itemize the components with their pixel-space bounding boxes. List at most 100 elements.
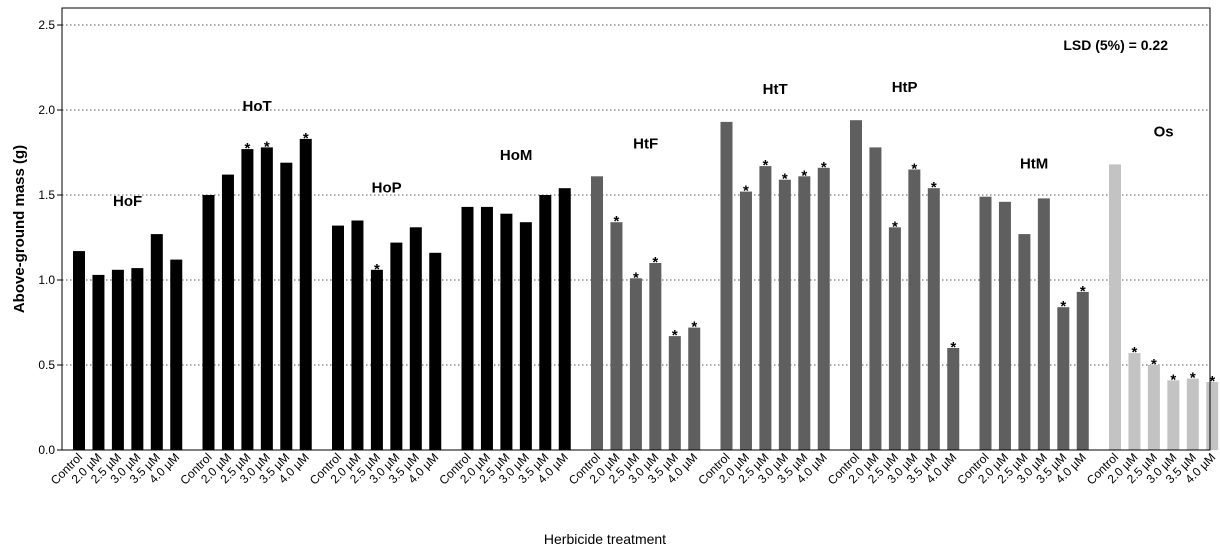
bar xyxy=(111,269,124,450)
bar xyxy=(73,251,85,450)
bar xyxy=(778,179,791,450)
significance-marker: * xyxy=(1190,370,1196,387)
bar xyxy=(558,188,571,450)
bar xyxy=(998,201,1011,450)
bar xyxy=(869,147,882,450)
significance-marker: * xyxy=(1080,283,1086,300)
bar xyxy=(720,121,733,451)
significance-marker: * xyxy=(892,218,898,235)
y-tick-label: 1.0 xyxy=(38,273,55,287)
bar xyxy=(131,268,144,450)
bar xyxy=(1037,198,1050,450)
y-axis-label: Above-ground mass (g) xyxy=(11,145,28,313)
y-tick-label: 2.0 xyxy=(38,103,55,117)
bars xyxy=(73,120,1219,451)
bar xyxy=(280,162,293,450)
significance-marker: * xyxy=(1151,356,1157,373)
significance-marker: * xyxy=(264,138,270,155)
bar xyxy=(1018,234,1031,450)
x-axis-label: Herbicide treatment xyxy=(544,531,666,547)
significance-marker: * xyxy=(801,167,807,184)
bar xyxy=(92,274,105,450)
bar xyxy=(649,263,662,450)
group-label: HtP xyxy=(892,79,918,96)
bar xyxy=(390,242,403,450)
y-tick-label: 0.5 xyxy=(38,358,55,372)
y-tick-label: 2.5 xyxy=(38,18,55,32)
bar xyxy=(591,176,603,451)
significance-marker: * xyxy=(691,319,697,336)
bar xyxy=(500,213,513,450)
bar xyxy=(409,227,422,450)
bar xyxy=(739,191,752,450)
bar xyxy=(332,225,344,450)
bar xyxy=(610,222,623,450)
significance-marker: * xyxy=(950,339,956,356)
bar xyxy=(688,327,701,450)
bar xyxy=(519,222,532,450)
bar xyxy=(170,259,183,450)
significance-marker: * xyxy=(1170,371,1176,388)
group-label: HoM xyxy=(500,147,533,164)
group-label: HoF xyxy=(113,193,142,210)
bar xyxy=(979,196,992,450)
significance-marker: * xyxy=(633,269,639,286)
bar xyxy=(480,206,493,450)
bar xyxy=(850,120,862,450)
significance-marker: * xyxy=(1060,298,1066,315)
bar xyxy=(370,269,383,450)
group-label: HtT xyxy=(763,81,788,98)
bar xyxy=(1167,380,1180,450)
bar xyxy=(947,348,960,450)
bar xyxy=(668,336,681,450)
significance-marker: * xyxy=(931,179,937,196)
bar xyxy=(202,195,215,450)
bar xyxy=(927,188,940,450)
lsd-annotation: LSD (5%) = 0.22 xyxy=(1063,37,1168,53)
significance-marker: * xyxy=(762,157,768,174)
group-label: Os xyxy=(1154,123,1174,140)
bar xyxy=(798,176,811,451)
bar xyxy=(1128,353,1141,450)
y-tick-label: 1.5 xyxy=(38,188,55,202)
bar xyxy=(1109,164,1121,450)
significance-marker: * xyxy=(652,254,658,271)
significance-marker: * xyxy=(614,213,620,230)
group-label: HoP xyxy=(372,180,402,197)
significance-marker: * xyxy=(374,261,380,278)
bar xyxy=(1206,382,1219,450)
bar xyxy=(817,167,830,451)
group-label: HtM xyxy=(1020,156,1048,173)
bar xyxy=(539,195,552,450)
bar xyxy=(461,206,474,450)
bar xyxy=(241,149,254,450)
bar xyxy=(299,138,312,450)
bar xyxy=(1057,307,1070,450)
bar xyxy=(1186,378,1199,450)
bar xyxy=(1147,365,1160,450)
bar xyxy=(1076,291,1089,450)
y-tick-label: 0.0 xyxy=(38,443,55,457)
bar xyxy=(888,227,901,450)
bar xyxy=(629,278,642,450)
significance-marker: * xyxy=(911,161,917,178)
group-label: HoT xyxy=(243,98,272,115)
bar xyxy=(150,234,163,450)
significance-marker: * xyxy=(1209,373,1215,390)
significance-marker: * xyxy=(743,183,749,200)
significance-marker: * xyxy=(1132,344,1138,361)
bar xyxy=(260,147,273,450)
bar xyxy=(351,220,364,450)
bar xyxy=(429,252,442,450)
bar xyxy=(221,174,234,450)
significance-marker: * xyxy=(672,327,678,344)
significance-marker: * xyxy=(782,171,788,188)
significance-marker: * xyxy=(244,140,250,157)
bar xyxy=(759,166,772,450)
significance-marker: * xyxy=(303,130,309,147)
plot-frame xyxy=(61,7,1211,451)
group-label: HtF xyxy=(633,135,658,152)
significance-marker: * xyxy=(821,159,827,176)
bar xyxy=(908,169,921,450)
